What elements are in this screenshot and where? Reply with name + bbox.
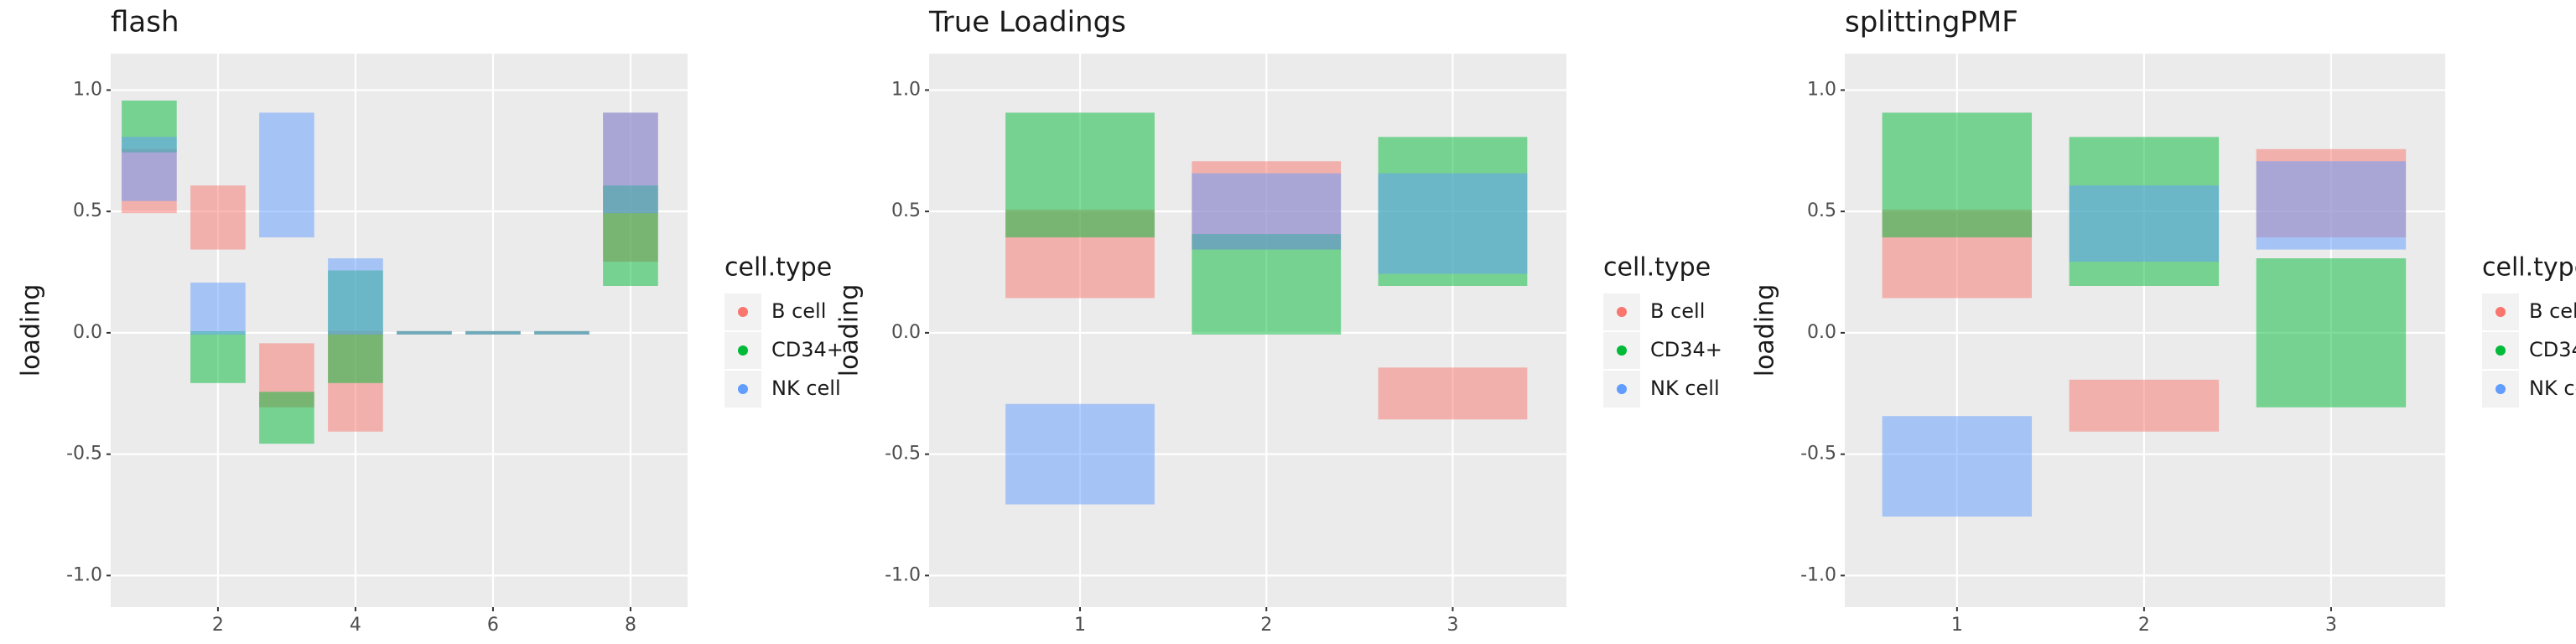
point-cloud [2069, 379, 2220, 432]
y-tick-label: 0.0 [73, 322, 102, 343]
x-tick-label: 3 [1446, 615, 1458, 636]
legend-label: CD34+ [2529, 338, 2576, 361]
point-cloud [259, 392, 314, 444]
x-tick-label: 3 [2325, 615, 2337, 636]
legend-swatch [2496, 345, 2506, 356]
legend-title: cell.type [2482, 253, 2576, 283]
legend-label: B cell [771, 299, 826, 323]
point-cloud [397, 330, 452, 335]
legend: cell.type B cell CD34+ NK cell [724, 253, 844, 408]
legend-label: CD34+ [1650, 338, 1722, 361]
legend-swatch [738, 384, 748, 394]
y-tick-label: -0.5 [885, 444, 921, 465]
chart-title: splittingPMF [1845, 6, 2018, 39]
point-cloud [1192, 173, 1342, 250]
y-tick-label: 1.0 [73, 79, 102, 100]
legend: cell.type B cell CD34+ NK cell [2482, 253, 2576, 408]
y-axis-title: loading [835, 284, 865, 377]
chart-title: True Loadings [928, 6, 1126, 39]
y-tick-label: 0.5 [891, 200, 921, 221]
point-cloud [1882, 112, 2033, 238]
y-tick-label: 0.5 [73, 200, 102, 221]
point-cloud [2069, 185, 2220, 262]
legend-label: CD34+ [771, 338, 844, 361]
point-cloud [2256, 258, 2407, 408]
y-tick-label: 0.0 [891, 322, 921, 343]
point-cloud [1882, 416, 2033, 517]
point-cloud [328, 258, 383, 335]
point-cloud [1192, 234, 1342, 335]
legend-title: cell.type [724, 253, 832, 283]
panel: splittingPMF loading -1.0 -0.5 0.0 0.5 1.0 1 2 3 c… [1751, 6, 2576, 636]
y-tick-label: -1.0 [1800, 564, 1836, 585]
point-cloud [1378, 173, 1528, 274]
point-cloud [534, 330, 589, 335]
point-cloud [1378, 367, 1528, 420]
point-cloud [1005, 403, 1155, 505]
y-tick-label: -1.0 [885, 564, 921, 585]
point-cloud [190, 283, 246, 335]
legend-swatch [1617, 345, 1627, 356]
legend-title: cell.type [1603, 253, 1711, 283]
x-tick-label: 4 [350, 615, 361, 636]
point-cloud [603, 112, 658, 214]
legend-label: NK cell [1650, 377, 1720, 400]
legend-label: NK cell [2529, 377, 2576, 400]
x-tick-label: 2 [1260, 615, 1272, 636]
y-tick-label: -0.5 [66, 444, 102, 465]
y-tick-label: 0.5 [1807, 200, 1836, 221]
x-tick-label: 2 [212, 615, 224, 636]
panel: flash loading -1.0 -0.5 0.0 0.5 1.0 2 4 6 8 cell.ty… [17, 6, 844, 636]
point-cloud [122, 137, 177, 201]
legend-swatch [738, 345, 748, 356]
legend-swatch [738, 307, 748, 317]
y-tick-label: 1.0 [891, 79, 921, 100]
legend-swatch [1617, 307, 1627, 317]
y-tick-label: -1.0 [66, 564, 102, 585]
point-cloud [190, 185, 246, 250]
x-tick-label: 2 [2138, 615, 2150, 636]
point-cloud [190, 330, 246, 383]
legend-label: B cell [2529, 299, 2576, 323]
panel: True Loadings loading -1.0 -0.5 0.0 0.5 1.0 1 2 3… [835, 6, 1722, 636]
legend-swatch [2496, 307, 2506, 317]
chart-title: flash [111, 6, 179, 39]
y-tick-label: 1.0 [1807, 79, 1836, 100]
x-tick-label: 8 [625, 615, 636, 636]
point-cloud [2256, 161, 2407, 250]
y-axis-title: loading [17, 284, 46, 377]
y-tick-label: 0.0 [1807, 322, 1836, 343]
legend: cell.type B cell CD34+ NK cell [1603, 253, 1722, 408]
point-cloud [1005, 112, 1155, 238]
x-tick-label: 1 [1951, 615, 1963, 636]
legend-swatch [2496, 384, 2506, 394]
y-tick-label: -0.5 [1800, 444, 1836, 465]
legend-swatch [1617, 384, 1627, 394]
x-tick-label: 6 [487, 615, 499, 636]
point-cloud [259, 112, 314, 238]
y-axis-title: loading [1751, 284, 1780, 377]
point-cloud [465, 330, 521, 335]
legend-label: NK cell [771, 377, 841, 400]
legend-label: B cell [1650, 299, 1705, 323]
x-tick-label: 1 [1074, 615, 1086, 636]
